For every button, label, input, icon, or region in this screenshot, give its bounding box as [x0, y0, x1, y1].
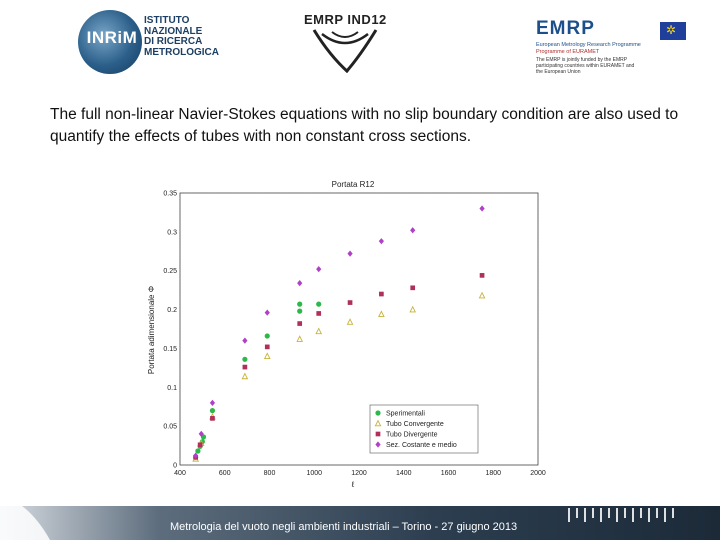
- slide-header: INRiM ISTITUTO NAZIONALE DI RICERCA METR…: [0, 0, 720, 90]
- inrim-line: NAZIONALE: [144, 25, 203, 37]
- data-point: [197, 442, 203, 448]
- data-point: [316, 301, 322, 307]
- data-point: [297, 280, 303, 287]
- data-point: [198, 430, 204, 438]
- data-point: [410, 285, 416, 291]
- inrim-logo: INRiM ISTITUTO NAZIONALE DI RICERCA METR…: [78, 8, 219, 76]
- emrp-ind12-logo: EMRP IND12: [300, 10, 390, 76]
- y-tick-label: 0: [173, 463, 177, 470]
- data-point: [264, 344, 270, 350]
- emrp-ind12-title: EMRP IND12: [304, 12, 387, 27]
- data-point: [297, 308, 303, 314]
- data-point: [410, 227, 416, 234]
- data-point: [347, 250, 353, 257]
- x-tick-label: 1800: [485, 470, 501, 477]
- x-axis-label: ℓ: [351, 480, 355, 489]
- data-point: [379, 291, 384, 297]
- data-point: [241, 372, 249, 380]
- data-point: [263, 352, 271, 359]
- y-tick-label: 0.15: [163, 346, 177, 353]
- slide-footer: Metrologia del vuoto negli ambienti indu…: [0, 494, 720, 540]
- data-point: [479, 205, 485, 212]
- data-point: [193, 452, 199, 459]
- footer-text: Metrologia del vuoto negli ambienti indu…: [170, 521, 518, 533]
- data-point: [297, 321, 303, 326]
- data-point: [264, 333, 270, 339]
- data-point: [296, 335, 304, 342]
- data-point: [242, 356, 248, 362]
- emrp-subtitle: European Metrology Research Programme: [536, 42, 641, 48]
- x-tick-label: 2000: [530, 470, 546, 477]
- x-tick-label: 800: [264, 470, 276, 477]
- x-tick-label: 400: [174, 470, 186, 477]
- emrp-wordmark: EMRP: [536, 18, 595, 39]
- inrim-line: METROLOGICA: [144, 46, 219, 58]
- emrp-funding-note: The EMRP is jointly funded by the EMRP p…: [536, 57, 635, 75]
- footer-ruler-icon: [568, 508, 678, 524]
- chart-svg: Portata R12 Portata adimensionale Φ ℓ 40…: [147, 180, 546, 489]
- data-point: [479, 273, 485, 278]
- data-point: [209, 399, 216, 406]
- legend-marker: [374, 419, 382, 427]
- data-point: [210, 416, 215, 421]
- y-tick-label: 0.2: [167, 307, 177, 314]
- legend-marker: [375, 410, 381, 416]
- x-tick-label: 1600: [441, 470, 457, 477]
- plot-area: [179, 192, 539, 466]
- legend-marker: [375, 441, 381, 448]
- y-axis-label: Portata adimensionale Φ: [147, 286, 156, 374]
- data-point: [316, 311, 322, 316]
- inrim-logo-letters: INRiM: [86, 28, 138, 47]
- slide-body-text: The full non-linear Navier-Stokes equati…: [50, 106, 679, 145]
- data-point: [195, 448, 201, 454]
- eu-flag-icon: ✲: [660, 22, 686, 40]
- data-point: [478, 291, 486, 299]
- data-point: [242, 337, 248, 344]
- inrim-line: ISTITUTO: [144, 15, 190, 26]
- x-tick-label: 600: [219, 470, 231, 477]
- x-tick-label: 1400: [396, 470, 412, 477]
- inrim-globe-icon: [78, 10, 142, 74]
- legend-marker: [375, 431, 381, 437]
- y-tick-label: 0.3: [167, 229, 177, 236]
- x-tick-label: 1200: [351, 470, 367, 477]
- y-tick-label: 0.05: [163, 424, 177, 431]
- emrp-euramet-line: Programme of EURAMET: [536, 49, 600, 55]
- data-point: [347, 300, 353, 305]
- legend-entry: Tubo Divergente: [386, 432, 438, 439]
- x-tick-label: 1000: [306, 470, 322, 477]
- data-point: [346, 318, 354, 325]
- data-point: [378, 238, 384, 245]
- data-point: [315, 327, 323, 335]
- data-point: [209, 408, 216, 414]
- legend-entry: Sez. Costante e medio: [386, 442, 457, 449]
- inrim-institute-name: ISTITUTO NAZIONALE DI RICERCA METROLOGIC…: [144, 15, 219, 58]
- y-tick-label: 0.25: [163, 268, 177, 275]
- y-tick-label: 0.35: [163, 191, 177, 198]
- data-point: [242, 364, 248, 370]
- valve-symbol-icon: [312, 29, 378, 74]
- footer-swoosh-icon: [0, 494, 50, 540]
- emrp-programme-logo: EMRP European Metrology Research Program…: [536, 18, 686, 75]
- inrim-line: DI RICERCA: [144, 36, 203, 47]
- legend-entry: Tubo Convergente: [386, 421, 444, 428]
- data-point: [409, 305, 417, 313]
- scatter-chart: Portata R12 Portata adimensionale Φ ℓ 40…: [140, 175, 550, 495]
- legend-box: [369, 404, 479, 454]
- legend-entry: Sperimentali: [386, 411, 425, 418]
- y-tick-label: 0.1: [167, 385, 177, 392]
- data-point: [378, 310, 385, 318]
- data-point: [297, 301, 303, 307]
- chart-title: Portata R12: [332, 180, 375, 189]
